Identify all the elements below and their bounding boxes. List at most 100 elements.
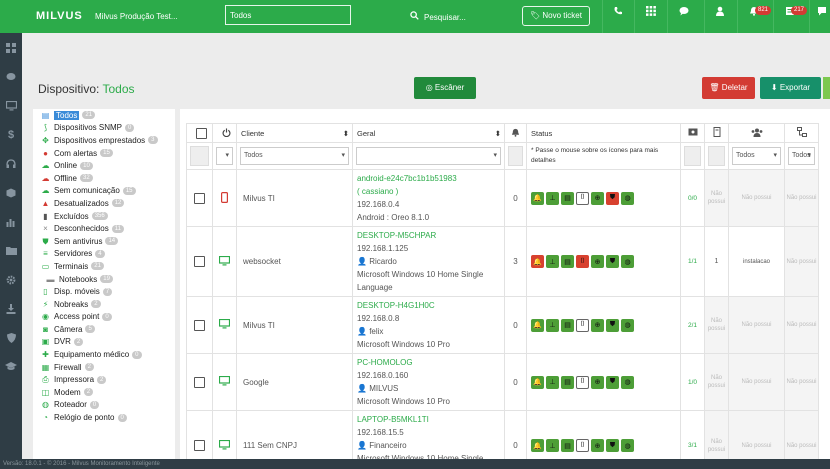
- alerts-column-header[interactable]: [504, 123, 527, 143]
- status-icon[interactable]: ⛊: [606, 375, 619, 389]
- network-column-header[interactable]: [784, 123, 819, 143]
- nav-support[interactable]: [0, 149, 22, 178]
- device-name-link[interactable]: DESKTOP-M5CHPAR: [357, 231, 437, 240]
- row-checkbox[interactable]: [194, 256, 205, 267]
- tree-item[interactable]: ◙ Câmera 5: [33, 323, 175, 336]
- status-icon[interactable]: ⌷: [576, 255, 589, 268]
- tree-item[interactable]: ▣ DVR 2: [33, 336, 175, 349]
- status-icon[interactable]: ⛊: [606, 439, 619, 452]
- export-button[interactable]: ⬇ Exportar: [760, 77, 821, 99]
- row-checkbox[interactable]: [194, 376, 205, 388]
- tree-item[interactable]: ⎙ Impressora 2: [33, 373, 175, 386]
- tree-item[interactable]: ⛊ Sem antivirus 14: [33, 235, 175, 248]
- tickets-ratio[interactable]: 3/1: [680, 410, 705, 459]
- status-icon[interactable]: ▤: [561, 191, 574, 205]
- status-icon[interactable]: ⊥: [546, 255, 559, 268]
- tree-item[interactable]: ◔ Relógio de ponto 0: [33, 411, 175, 424]
- row-checkbox[interactable]: [194, 319, 205, 331]
- groups-column-header[interactable]: [728, 123, 785, 143]
- tree-item[interactable]: ⟆ Dispositivos SNMP 0: [33, 122, 175, 135]
- tree-item[interactable]: ≡ Servidores 4: [33, 248, 175, 261]
- table-row[interactable]: Google PC-HOMOLOG 192.168.0.160 👤 MILVUS Mic…: [186, 353, 819, 411]
- tree-item[interactable]: ▮ Excluídos 356: [33, 210, 175, 223]
- tickets-ratio[interactable]: 2/1: [680, 296, 705, 354]
- groups-filter[interactable]: Todos: [732, 147, 781, 165]
- status-icon[interactable]: 🔔: [531, 255, 544, 268]
- client-filter[interactable]: Todos: [240, 147, 349, 165]
- status-icon[interactable]: ⊕: [591, 318, 604, 332]
- status-icon[interactable]: ⊕: [591, 439, 604, 452]
- table-row[interactable]: 111 Sem CNPJ LAPTOP-B5MKL1TI 192.168.15.5 👤…: [186, 410, 819, 459]
- global-search[interactable]: Pesquisar...: [410, 11, 466, 22]
- general-column-header[interactable]: Geral ⬍: [352, 123, 505, 143]
- nav-inventory[interactable]: [0, 178, 22, 207]
- tree-item[interactable]: ☁ Offline 32: [33, 172, 175, 185]
- device-name-link[interactable]: DESKTOP-H4G1H0C: [357, 301, 435, 310]
- nav-download[interactable]: [0, 294, 22, 323]
- tree-item[interactable]: ▤ Todos 21: [33, 109, 175, 122]
- status-icon[interactable]: ▤: [561, 375, 574, 389]
- tickets-button[interactable]: 217: [779, 6, 807, 26]
- nav-training[interactable]: [0, 352, 22, 381]
- status-icon[interactable]: ⊥: [546, 439, 559, 452]
- device-name-link[interactable]: PC-HOMOLOG: [357, 358, 413, 367]
- nav-finance[interactable]: $: [0, 120, 22, 149]
- status-icon[interactable]: ⊥: [546, 318, 559, 332]
- notifications-button[interactable]: 821: [743, 6, 771, 26]
- contract-column-header[interactable]: [704, 123, 729, 143]
- tree-item[interactable]: ▭ Terminais 21: [33, 260, 175, 273]
- general-filter-input[interactable]: [356, 147, 501, 165]
- tree-item[interactable]: ✥ Dispositivos emprestados 3: [33, 134, 175, 147]
- tickets-ratio[interactable]: 1/0: [680, 353, 705, 411]
- apps-button[interactable]: [640, 6, 662, 26]
- tree-item[interactable]: ✚ Equipamento médico 0: [33, 348, 175, 361]
- tree-item[interactable]: ◉ Access point 0: [33, 311, 175, 324]
- device-name-link[interactable]: android-e24c7bc1b1b51983: [357, 174, 457, 183]
- status-icon[interactable]: ⊥: [546, 375, 559, 389]
- nav-devices[interactable]: [0, 91, 22, 120]
- company-name[interactable]: Milvus Produção Test...: [95, 12, 178, 21]
- status-icon[interactable]: ◍: [621, 191, 634, 205]
- nav-dashboard[interactable]: [0, 33, 22, 62]
- table-row[interactable]: Milvus TI DESKTOP-H4G1H0C 192.168.0.8 👤 fel…: [186, 296, 819, 354]
- status-icon[interactable]: ⌷: [576, 375, 589, 389]
- power-filter[interactable]: [216, 147, 233, 165]
- row-checkbox[interactable]: [194, 192, 205, 204]
- status-icon[interactable]: ◍: [621, 255, 634, 268]
- delete-button[interactable]: 🗑 Deletar: [702, 77, 755, 99]
- tickets-ratio[interactable]: 1/1: [680, 226, 705, 297]
- messages-button[interactable]: [814, 6, 830, 26]
- nav-chat[interactable]: [0, 62, 22, 91]
- new-ticket-button[interactable]: 🏷 Novo ticket: [522, 6, 590, 26]
- status-icon[interactable]: ◍: [621, 375, 634, 389]
- tree-item[interactable]: ◫ Modem 2: [33, 386, 175, 399]
- status-icon[interactable]: 🔔: [531, 439, 544, 452]
- tree-item[interactable]: ● Com alertas 15: [33, 147, 175, 160]
- tree-item[interactable]: ⚡ Nobreaks 2: [33, 298, 175, 311]
- status-icon[interactable]: ▤: [561, 318, 574, 332]
- global-client-select[interactable]: Todos: [225, 5, 351, 25]
- user-button[interactable]: [709, 6, 731, 26]
- tree-item[interactable]: ▲ Desatualizados 12: [33, 197, 175, 210]
- status-icon[interactable]: ▤: [561, 439, 574, 452]
- row-checkbox[interactable]: [194, 440, 205, 451]
- status-icon[interactable]: ◍: [621, 318, 634, 332]
- status-icon[interactable]: ▤: [561, 255, 574, 268]
- select-all-checkbox[interactable]: [196, 127, 207, 139]
- power-column-header[interactable]: [212, 123, 237, 143]
- status-icon[interactable]: ⛊: [606, 318, 619, 332]
- status-icon[interactable]: 🔔: [531, 191, 544, 205]
- tickets-ratio[interactable]: 0/0: [680, 169, 705, 227]
- tree-item[interactable]: ▦ Firewall 2: [33, 361, 175, 374]
- nav-folders[interactable]: [0, 236, 22, 265]
- network-filter[interactable]: Todos: [788, 147, 815, 165]
- nav-settings[interactable]: [0, 265, 22, 294]
- status-icon[interactable]: ⊕: [591, 191, 604, 205]
- chat-button[interactable]: [673, 6, 695, 26]
- tree-item[interactable]: × Desconhecidos 11: [33, 222, 175, 235]
- status-icon[interactable]: ⛊: [606, 255, 619, 268]
- app-logo[interactable]: MILVUS: [36, 10, 83, 22]
- nav-reports[interactable]: [0, 207, 22, 236]
- status-icon[interactable]: ⌷: [576, 191, 589, 205]
- device-name-link[interactable]: LAPTOP-B5MKL1TI: [357, 415, 429, 424]
